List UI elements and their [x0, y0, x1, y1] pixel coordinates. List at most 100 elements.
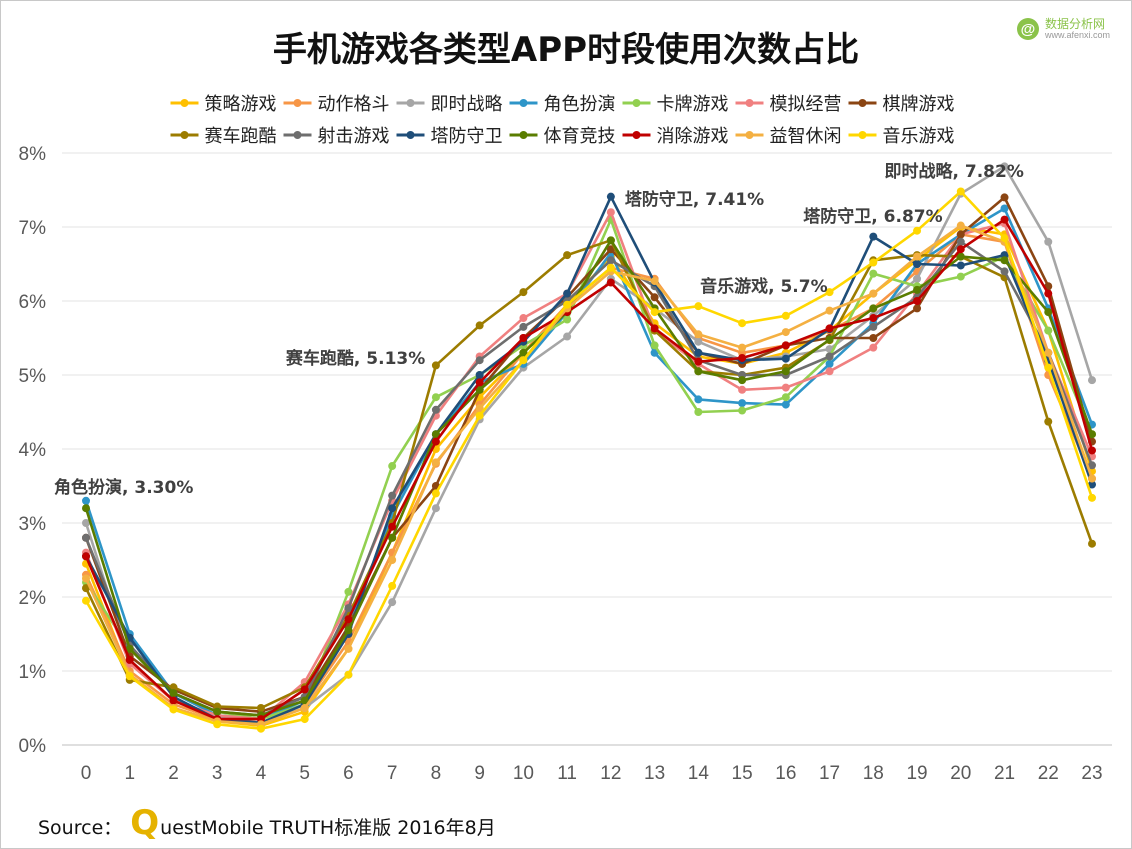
data-annotation: 即时战略, 7.82% — [885, 161, 1024, 182]
data-point — [82, 574, 90, 583]
data-point — [563, 332, 572, 341]
series-line — [84, 196, 1094, 714]
data-point — [913, 226, 922, 235]
data-point — [388, 598, 397, 607]
data-point — [606, 256, 615, 265]
data-point — [475, 385, 484, 394]
legend-marker — [519, 131, 528, 139]
legend-marker — [632, 99, 641, 107]
data-point — [606, 208, 615, 217]
series-line — [84, 239, 1094, 710]
data-point — [869, 322, 878, 331]
x-tick-label: 22 — [1038, 763, 1059, 784]
data-point — [694, 348, 703, 357]
x-tick-label: 18 — [863, 763, 884, 784]
data-point — [1044, 417, 1053, 426]
x-tick-label: 7 — [387, 763, 398, 784]
data-point — [519, 348, 528, 357]
series-line — [84, 240, 1094, 717]
data-point — [388, 533, 397, 542]
data-point — [519, 356, 528, 365]
data-point — [344, 670, 353, 679]
data-point — [606, 263, 615, 272]
x-tick-label: 14 — [688, 763, 710, 784]
data-point — [869, 314, 878, 323]
brand-logo-icon: @ — [1016, 18, 1039, 41]
data-point — [431, 361, 440, 370]
data-annotation: 角色扮演, 3.30% — [54, 477, 193, 498]
data-point — [913, 252, 922, 261]
data-point — [475, 404, 484, 413]
data-point — [388, 504, 397, 513]
data-point — [125, 655, 134, 664]
data-point — [738, 319, 747, 328]
data-annotation: 塔防守卫, 7.41% — [625, 189, 764, 210]
data-point — [82, 496, 90, 505]
data-point — [475, 378, 484, 387]
source-prefix: Source： — [38, 817, 123, 839]
legend-label: 益智休闲 — [770, 126, 842, 147]
data-point — [344, 587, 353, 596]
series-line — [84, 239, 1094, 717]
x-tick-label: 23 — [1081, 763, 1102, 784]
legend-label: 塔防守卫 — [431, 126, 503, 147]
data-point — [650, 308, 659, 317]
x-tick-label: 20 — [950, 763, 971, 784]
data-point — [519, 334, 528, 342]
x-tick-label: 11 — [557, 763, 577, 784]
y-tick-label: 4% — [19, 440, 47, 461]
data-point — [781, 367, 790, 376]
data-point — [606, 192, 615, 201]
data-point — [125, 644, 134, 653]
data-point — [869, 258, 878, 267]
data-point — [869, 343, 878, 352]
data-point — [781, 393, 790, 402]
series-line — [84, 225, 1094, 728]
legend-label: 策略游戏 — [205, 94, 277, 115]
data-point — [563, 251, 572, 260]
data-point — [563, 315, 572, 324]
brand-watermark: @ 数据分析网 www.afenxi.com — [1016, 18, 1110, 41]
data-point — [256, 704, 265, 712]
data-point — [82, 519, 90, 527]
data-point — [431, 393, 440, 402]
data-point — [781, 328, 790, 337]
data-point — [913, 274, 922, 283]
data-point — [213, 720, 222, 729]
legend-label: 射击游戏 — [318, 126, 390, 147]
data-point — [82, 552, 90, 561]
data-point — [1088, 376, 1096, 385]
data-point — [1000, 267, 1009, 276]
data-point — [1000, 193, 1009, 202]
data-point — [781, 311, 790, 320]
data-point — [606, 278, 615, 287]
data-point — [563, 289, 572, 298]
legend-marker — [745, 131, 754, 139]
y-tick-label: 5% — [19, 366, 47, 387]
data-point — [213, 707, 222, 716]
y-tick-label: 2% — [19, 588, 47, 609]
y-tick-label: 1% — [19, 662, 47, 683]
data-point — [650, 293, 659, 302]
data-point — [388, 556, 397, 564]
data-annotation: 塔防守卫, 6.87% — [803, 206, 942, 227]
data-point — [388, 522, 397, 531]
data-annotation: 赛车跑酷, 5.13% — [285, 348, 425, 369]
data-point — [475, 321, 484, 330]
data-point — [738, 406, 747, 415]
data-point — [825, 335, 834, 344]
y-tick-label: 3% — [19, 514, 47, 535]
data-point — [956, 187, 965, 196]
questmobile-logo-letter: Q — [130, 803, 160, 843]
data-point — [388, 462, 397, 471]
data-point — [344, 626, 353, 635]
series-line — [84, 224, 1094, 726]
data-point — [781, 383, 790, 392]
data-point — [913, 304, 922, 313]
data-point — [956, 245, 965, 254]
data-point — [825, 324, 834, 333]
data-point — [1044, 237, 1053, 246]
data-point — [956, 230, 965, 239]
x-tick-label: 1 — [124, 763, 135, 784]
